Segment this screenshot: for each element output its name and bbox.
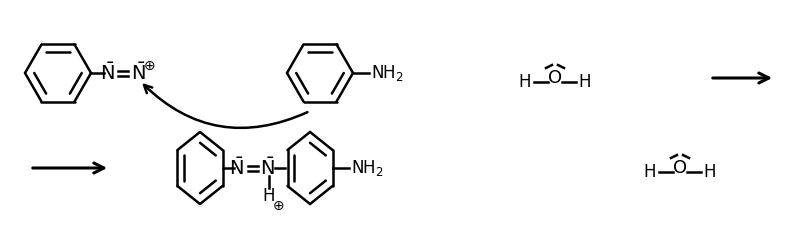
Text: H: H bbox=[519, 73, 531, 91]
Text: H: H bbox=[579, 73, 591, 91]
Text: $\mathregular{\bar{N}}$: $\mathregular{\bar{N}}$ bbox=[100, 62, 114, 84]
Text: O: O bbox=[673, 159, 687, 177]
Text: H: H bbox=[263, 187, 275, 205]
Text: $\oplus$: $\oplus$ bbox=[143, 59, 155, 73]
Text: NH$_2$: NH$_2$ bbox=[371, 63, 404, 83]
Text: $\mathregular{\bar{N}}$: $\mathregular{\bar{N}}$ bbox=[131, 62, 145, 84]
Text: $\mathregular{\bar{N}}$: $\mathregular{\bar{N}}$ bbox=[260, 157, 275, 179]
Text: H: H bbox=[704, 163, 717, 181]
Text: O: O bbox=[548, 69, 562, 87]
Text: $\mathregular{\bar{N}}$: $\mathregular{\bar{N}}$ bbox=[229, 157, 244, 179]
Text: H: H bbox=[644, 163, 656, 181]
Text: $\oplus$: $\oplus$ bbox=[272, 199, 285, 213]
Text: NH$_2$: NH$_2$ bbox=[350, 158, 383, 178]
